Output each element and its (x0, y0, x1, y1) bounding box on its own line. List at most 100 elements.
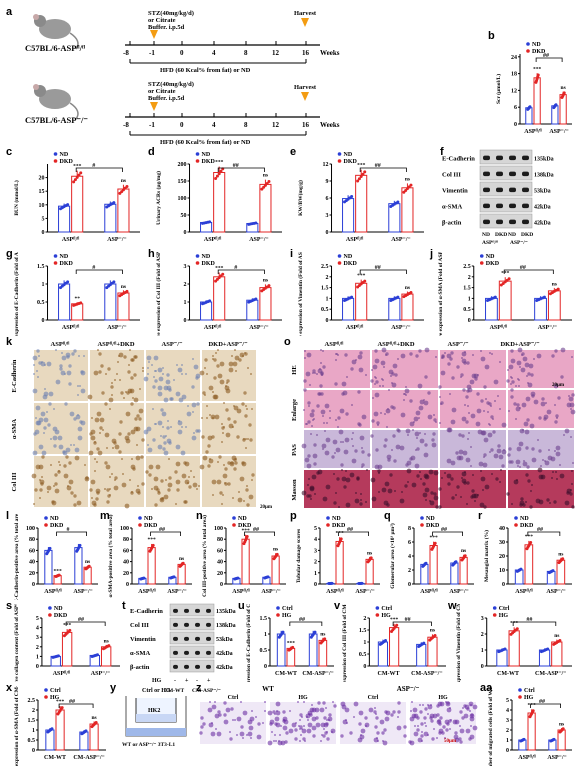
texture-dot (264, 701, 266, 703)
texture-dot (157, 391, 163, 397)
texture-dot (192, 482, 198, 488)
texture-dot (418, 349, 422, 353)
data-point (424, 561, 428, 565)
texture-dot (246, 485, 248, 487)
texture-dot (531, 457, 537, 463)
texture-dot (423, 716, 427, 720)
band (184, 664, 189, 669)
y-tick-label: 20 (123, 571, 129, 577)
blot-strip (479, 197, 533, 213)
comparison-mark: ## (299, 617, 305, 623)
bar (427, 636, 438, 667)
svg-text:or Citrate: or Citrate (148, 88, 176, 95)
texture-dot (245, 405, 247, 407)
texture-dot (543, 414, 549, 420)
texture-dot (397, 701, 401, 705)
data-point (522, 737, 526, 741)
texture-dot (275, 722, 281, 728)
y-tick-label: 0 (506, 748, 509, 754)
legend-marker (337, 261, 342, 265)
texture-dot (397, 429, 401, 433)
texture-dot (313, 443, 317, 447)
texture-dot (551, 354, 555, 358)
texture-dot (341, 381, 347, 387)
legend-marker (53, 261, 58, 265)
texture-dot (57, 435, 63, 441)
texture-dot (406, 468, 412, 474)
legend-marker (337, 159, 342, 163)
texture-dot (405, 463, 409, 467)
texture-dot (284, 740, 288, 744)
legend-label: HG (524, 695, 534, 701)
band (509, 155, 516, 161)
texture-dot (571, 470, 573, 472)
texture-dot (128, 364, 130, 366)
texture-dot (338, 429, 344, 435)
texture-dot (94, 417, 100, 423)
significance-mark: ns (558, 551, 563, 557)
texture-dot (456, 455, 462, 461)
panel-label-n: n (196, 510, 203, 522)
chart-s: Relative collagen content (Fold of ASPᶠˡ… (13, 604, 120, 682)
texture-dot (105, 373, 107, 375)
texture-dot (424, 375, 428, 379)
texture-dot (338, 506, 340, 508)
texture-dot (461, 434, 465, 438)
mouse1-label: C57BL/6-ASPᶠˡ/ᶠˡ (25, 43, 86, 53)
texture-dot (376, 421, 380, 425)
legend-label: ND (344, 254, 353, 260)
chart-x: Relative expression of α-SMA (Fold of CM… (13, 686, 106, 766)
texture-dot (295, 722, 297, 724)
texture-dot (407, 481, 409, 483)
texture-dot (51, 500, 55, 504)
legend-marker (337, 152, 342, 156)
data-point (254, 297, 258, 301)
texture-dot (410, 455, 416, 461)
texture-dot (209, 701, 211, 703)
condition-label: Ctrl (368, 695, 379, 701)
data-point (265, 181, 269, 185)
texture-dot (401, 491, 403, 493)
y-tick-label: 1 (506, 738, 509, 744)
data-point (369, 556, 373, 560)
significance-mark: *** (525, 534, 534, 540)
texture-dot (175, 444, 181, 450)
y-axis-label: Relative expression of Col III (Fold of … (155, 252, 162, 336)
texture-dot (153, 476, 159, 482)
chart-u: Relative expression of E-Cadherin (Fold … (245, 604, 334, 682)
mouse2-label: C57BL/6-ASP⁻/⁻ (25, 115, 88, 125)
texture-dot (446, 458, 452, 464)
texture-dot (405, 394, 407, 396)
texture-dot (459, 725, 461, 727)
band (173, 622, 178, 627)
texture-dot (250, 737, 252, 739)
texture-dot (337, 354, 339, 356)
texture-dot (181, 394, 187, 400)
texture-dot (427, 391, 431, 395)
texture-dot (544, 460, 550, 466)
texture-dot (325, 722, 329, 726)
texture-dot (304, 350, 306, 352)
texture-dot (175, 479, 181, 485)
texture-dot (454, 737, 460, 743)
texture-dot (79, 385, 81, 387)
texture-dot (114, 444, 120, 450)
timeline-ticks-1 (129, 41, 307, 45)
texture-dot (351, 404, 353, 406)
data-point (359, 174, 363, 178)
y-tick-label: 60 (123, 548, 129, 554)
texture-dot (63, 473, 69, 479)
bar (213, 172, 226, 233)
x-tick-label: ASP⁻/⁻ (391, 237, 410, 243)
texture-dot (279, 734, 281, 736)
texture-dot (35, 405, 41, 411)
comparison-bracket (244, 531, 275, 536)
texture-dot (39, 497, 41, 499)
texture-dot (357, 422, 361, 426)
y-tick-label: 0 (314, 582, 317, 588)
texture-dot (151, 488, 153, 490)
transwell-schematic-y: Ctrl or HG HK2 WT or ASP⁻/⁻ 3T3-L1 (122, 688, 187, 748)
texture-dot (214, 414, 220, 420)
texture-dot (106, 488, 110, 492)
texture-dot (472, 474, 474, 476)
